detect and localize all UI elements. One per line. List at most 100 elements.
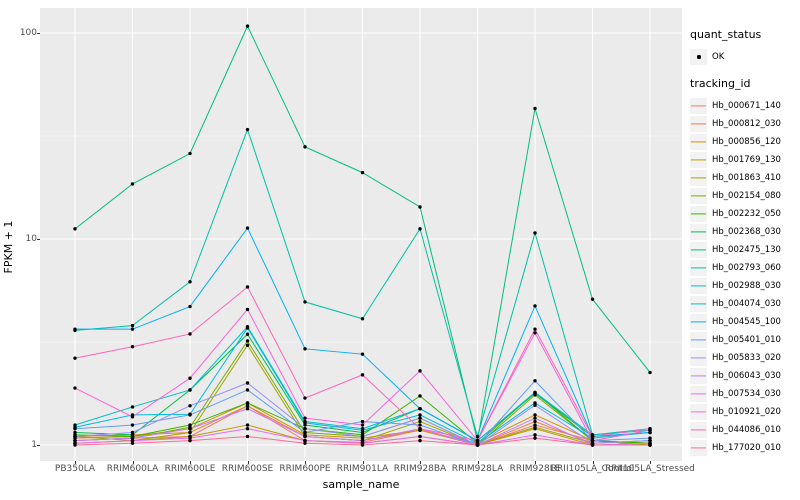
data-point [418, 426, 422, 431]
point-marker-icon [690, 48, 707, 65]
data-point [418, 394, 422, 398]
legend-item-Hb_001769_130: Hb_001769_130 [690, 151, 800, 168]
data-point [245, 381, 250, 385]
quant-status-items: OK [690, 48, 800, 65]
data-point [130, 423, 135, 427]
data-point [245, 332, 250, 336]
legend-line [691, 176, 706, 179]
data-point [475, 434, 480, 439]
legend-line [691, 338, 706, 341]
data-point [73, 356, 77, 360]
quant-status-legend-item: OK [690, 48, 800, 65]
y-tick-mark [37, 445, 40, 446]
data-point [360, 170, 365, 175]
data-point [188, 426, 192, 431]
data-point [188, 151, 192, 156]
data-point [418, 416, 422, 420]
data-point [245, 426, 250, 431]
x-tick-mark [362, 461, 364, 464]
legend-label: Hb_005401_010 [712, 334, 781, 345]
legend-item-Hb_000856_120: Hb_000856_120 [690, 133, 800, 150]
legend-item-Hb_002154_080: Hb_002154_080 [690, 187, 800, 204]
data-point [533, 331, 537, 335]
x-tick-label-RRIM600PE: RRIM600PE [279, 464, 331, 474]
x-tick-label-PB350LA: PB350LA [54, 464, 96, 474]
data-point [533, 419, 537, 424]
data-point [533, 436, 537, 440]
data-point [360, 352, 365, 356]
quant-status-label: OK [712, 51, 725, 62]
data-point [590, 434, 595, 439]
data-point [188, 280, 192, 284]
y-axis-title: FPKM + 1 [2, 220, 15, 274]
data-point [73, 327, 77, 331]
legend-label: Hb_000812_030 [712, 118, 781, 129]
x-tick-mark [477, 461, 479, 464]
data-point [590, 297, 595, 301]
data-point [360, 428, 365, 432]
data-point [533, 304, 537, 308]
data-point [188, 436, 192, 440]
legend-line [691, 158, 706, 161]
data-point [533, 231, 537, 235]
data-point [648, 370, 652, 375]
data-point [130, 415, 135, 419]
y-tick-mark [37, 33, 40, 34]
data-point [245, 226, 250, 230]
legend-line [691, 248, 706, 251]
data-point [130, 438, 135, 443]
data-point [533, 413, 537, 417]
tracking-id-items: Hb_000671_140 Hb_000812_030 Hb_000856_120 H… [690, 97, 800, 456]
data-point [475, 443, 480, 447]
data-point [648, 436, 652, 440]
y-tick-mark [37, 239, 40, 240]
data-point [245, 127, 250, 132]
data-point [73, 438, 77, 443]
legend-item-Hb_001863_410: Hb_001863_410 [690, 169, 800, 186]
data-point [360, 438, 365, 443]
legend-line [691, 140, 706, 143]
line-swatch-icon [690, 367, 707, 384]
legend-point [696, 54, 701, 59]
data-point [130, 345, 135, 349]
legend-item-Hb_002232_050: Hb_002232_050 [690, 205, 800, 222]
x-tick-mark [650, 461, 651, 464]
data-point [73, 443, 77, 447]
data-point [533, 379, 537, 383]
data-point [418, 423, 422, 427]
legend-label: Hb_010921_020 [712, 406, 781, 417]
legend-label: Hb_002988_030 [712, 280, 781, 291]
data-point [73, 386, 77, 390]
line-swatch-icon [690, 169, 707, 186]
data-point [245, 307, 250, 312]
data-point [245, 423, 250, 427]
data-point [188, 430, 192, 435]
data-point [188, 413, 192, 417]
data-point [303, 438, 307, 443]
legend-line [691, 428, 706, 431]
data-point [418, 419, 422, 424]
legend-line [691, 446, 706, 449]
legend-line [691, 104, 706, 107]
data-point [360, 423, 365, 427]
data-point [418, 407, 422, 411]
quant-status-legend-title: quant_status [690, 28, 762, 41]
data-point [245, 404, 250, 408]
x-tick-label-RRIM600SE: RRIM600SE [221, 464, 274, 474]
legend-label: Hb_006043_030 [712, 370, 781, 381]
data-point [188, 304, 192, 309]
data-point [245, 388, 250, 392]
legend-label: Hb_002232_050 [712, 208, 781, 219]
legend-item-Hb_000812_030: Hb_000812_030 [690, 115, 800, 132]
data-point [188, 376, 192, 380]
legend-item-Hb_002793_060: Hb_002793_060 [690, 259, 800, 276]
legend-label: Hb_002154_080 [712, 190, 781, 201]
line-swatch-icon [690, 205, 707, 222]
legend-line [691, 356, 706, 359]
data-point [245, 339, 250, 343]
line-swatch-icon [690, 421, 707, 438]
data-point [533, 106, 537, 111]
line-swatch-icon [690, 241, 707, 258]
legend-item-Hb_002368_030: Hb_002368_030 [690, 223, 800, 240]
legend-label: Hb_007534_030 [712, 388, 781, 399]
